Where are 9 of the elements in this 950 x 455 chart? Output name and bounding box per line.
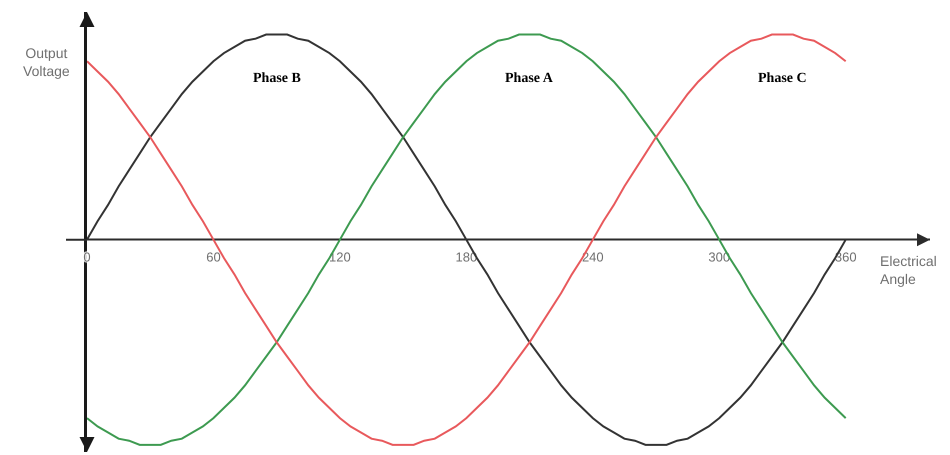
- text: Phase C: [758, 71, 807, 86]
- text: Phase A: [505, 71, 554, 86]
- x-tick-label: 120: [329, 249, 351, 264]
- y-axis-title: Output Voltage: [23, 45, 70, 80]
- x-tick-label: 360: [834, 249, 857, 264]
- x-tick-label: 60: [206, 249, 221, 264]
- x-tick-label: 240: [582, 249, 604, 264]
- text: Phase B: [253, 71, 301, 86]
- x-axis-title: Electrical Angle: [880, 253, 937, 288]
